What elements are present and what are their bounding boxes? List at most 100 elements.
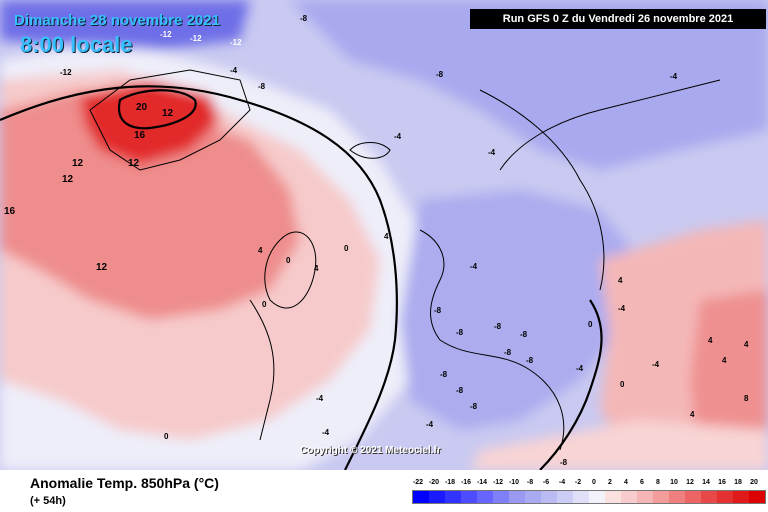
scale-swatch — [413, 491, 429, 503]
contour-label: 4 — [744, 340, 749, 349]
scale-swatches — [412, 490, 766, 504]
scale-tick-label: 16 — [718, 479, 726, 486]
scale-swatch — [653, 491, 669, 503]
scale-swatch — [589, 491, 605, 503]
contour-label: 0 — [344, 244, 349, 253]
scale-tick-label: 10 — [670, 479, 678, 486]
contour-label: 12 — [128, 158, 140, 169]
map-title: Anomalie Temp. 850hPa (°C) — [30, 475, 219, 491]
scale-swatch — [717, 491, 733, 503]
scale-swatch — [429, 491, 445, 503]
contour-label: -8 — [436, 70, 444, 79]
scale-swatch — [669, 491, 685, 503]
greenland-coast — [89, 69, 251, 171]
contour-label: 16 — [134, 130, 146, 141]
scale-tick-label: 8 — [656, 479, 660, 486]
contour-label: 4 — [708, 336, 713, 345]
contour-label: -8 — [434, 306, 442, 315]
contour-label: -8 — [526, 356, 534, 365]
cold-strong-zone — [0, 0, 250, 50]
scale-swatch — [605, 491, 621, 503]
contour-label: -8 — [258, 82, 266, 91]
contour-label: 4 — [384, 232, 389, 241]
contour-label: -12 — [60, 68, 72, 77]
contour-label: -4 — [394, 132, 402, 141]
contour-label: -4 — [470, 262, 478, 271]
scale-tick-label: 18 — [734, 479, 742, 486]
contour-label: -12 — [230, 38, 242, 47]
labrador-coast — [249, 299, 275, 441]
scale-swatch — [477, 491, 493, 503]
contour-label: -8 — [520, 330, 528, 339]
coastlines — [89, 69, 721, 451]
contour-label: -8 — [504, 348, 512, 357]
contour-label: 4 — [618, 276, 623, 285]
contour-zero-east — [539, 299, 603, 470]
forecast-time: 8:00 locale — [20, 32, 133, 57]
scale-tick-label: -18 — [444, 479, 456, 486]
scale-swatch — [637, 491, 653, 503]
footer: Anomalie Temp. 850hPa (°C) (+ 54h) -22 -2… — [0, 470, 768, 512]
scale-tick-label: -2 — [574, 479, 582, 486]
scale-swatch — [493, 491, 509, 503]
contour-label: -4 — [426, 420, 434, 429]
warm-strong-zone — [80, 80, 220, 165]
scale-tick-label: 2 — [608, 479, 612, 486]
scale-tick-label: -8 — [526, 479, 534, 486]
warm-mid-zone — [0, 90, 300, 320]
scale-swatch — [445, 491, 461, 503]
scale-tick-label: -16 — [460, 479, 472, 486]
scale-swatch — [685, 491, 701, 503]
contour-label: 0 — [164, 432, 169, 441]
contour-label: 20 — [136, 102, 148, 113]
scale-tick-label: -6 — [542, 479, 550, 486]
contour-label: 8 — [744, 394, 749, 403]
scale-swatch — [621, 491, 637, 503]
contour-label: 12 — [62, 174, 74, 185]
contour-zero-west — [0, 85, 398, 470]
contour-label: -12 — [190, 34, 202, 43]
contour-label: -4 — [488, 148, 496, 157]
run-info-banner: Run GFS 0 Z du Vendredi 26 novembre 2021 — [470, 9, 766, 29]
scale-swatch — [525, 491, 541, 503]
contour-twenty — [117, 89, 197, 130]
contour-label: -8 — [470, 402, 478, 411]
contour-label: 12 — [162, 108, 174, 119]
scale-swatch — [749, 491, 765, 503]
scale-tick-label: -14 — [476, 479, 488, 486]
scale-swatch — [509, 491, 525, 503]
shading-layer — [0, 0, 768, 470]
contour-label: 4 — [690, 410, 695, 419]
contour-label: -4 — [652, 360, 660, 369]
scale-tick-label: -10 — [508, 479, 520, 486]
scale-swatch — [701, 491, 717, 503]
copyright-text: Copyright © 2021 Meteociel.fr — [300, 445, 441, 456]
scale-swatch — [557, 491, 573, 503]
contour-label: 0 — [262, 300, 267, 309]
forecast-step: (+ 54h) — [30, 495, 66, 507]
scale-tick-label: -4 — [558, 479, 566, 486]
contours — [0, 85, 603, 470]
contour-label: 0 — [620, 380, 625, 389]
hudson-bay-coast — [264, 231, 317, 309]
warm-south-zone — [470, 420, 768, 470]
cold-europe-zone — [400, 190, 640, 430]
scale-tick-label: -12 — [492, 479, 504, 486]
scale-tick-label: 0 — [592, 479, 596, 486]
contour-label: -4 — [576, 364, 584, 373]
anomaly-map — [0, 0, 768, 470]
scale-tick-label: 4 — [624, 479, 628, 486]
forecast-date: Dimanche 28 novembre 2021 — [14, 12, 220, 29]
europe-coast — [419, 89, 605, 451]
scale-tick-label: -22 — [412, 479, 424, 486]
scale-swatch — [541, 491, 557, 503]
contour-label: 4 — [314, 264, 319, 273]
contour-label: 16 — [4, 206, 16, 217]
scale-tick-label: 6 — [640, 479, 644, 486]
contour-label: 4 — [722, 356, 727, 365]
scale-tick-label: 20 — [750, 479, 758, 486]
contour-label: -8 — [456, 386, 464, 395]
scale-swatch — [573, 491, 589, 503]
contour-label: 12 — [96, 262, 108, 273]
